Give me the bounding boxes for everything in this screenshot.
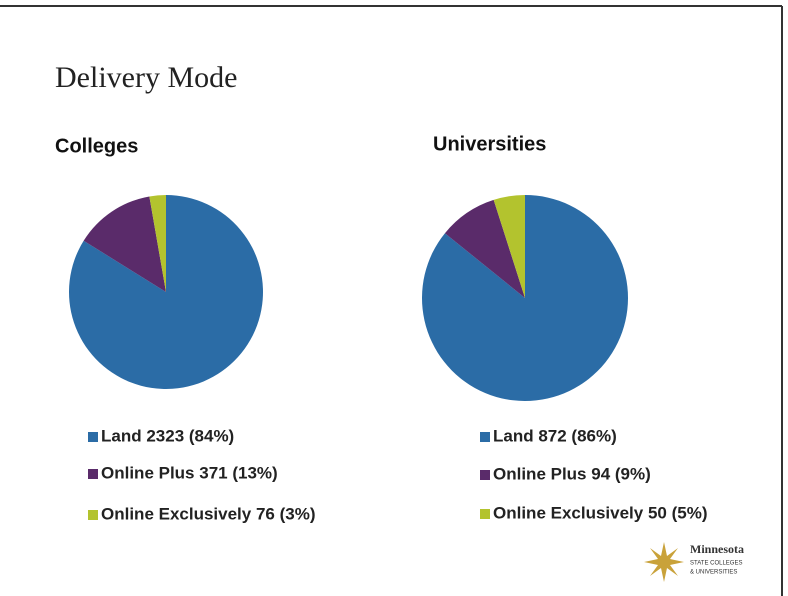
legend-swatch (480, 470, 490, 480)
legend-swatch (88, 469, 98, 479)
pie-slice (69, 195, 264, 389)
legend-label: Online Plus 94 (9%) (493, 464, 651, 483)
legend-swatch (480, 509, 490, 519)
chart-title: Colleges (55, 135, 138, 157)
legend-swatch (88, 432, 98, 442)
legend-label: Land 872 (86%) (493, 426, 617, 445)
pie-slice (83, 196, 166, 292)
slide-title: Delivery Mode (55, 61, 237, 94)
pie-slice (444, 199, 525, 298)
legend-label: Land 2323 (84%) (101, 426, 234, 445)
legend-label: Online Exclusively 76 (3%) (101, 504, 315, 523)
logo-line: & UNIVERSITIES (690, 570, 737, 576)
pie-slice (493, 195, 525, 298)
logo: Minnesota STATE COLLEGES & UNIVERSITIES (644, 542, 744, 582)
legend-swatch (480, 432, 490, 442)
legend-swatch (88, 510, 98, 520)
logo-star (644, 542, 684, 582)
logo-line: STATE COLLEGES (690, 561, 742, 567)
legend-label: Online Exclusively 50 (5%) (493, 503, 707, 522)
legend-label: Online Plus 371 (13%) (101, 463, 278, 482)
pie-slice (149, 195, 166, 292)
logo-name: Minnesota (690, 542, 744, 556)
chart-title: Universities (433, 133, 546, 155)
